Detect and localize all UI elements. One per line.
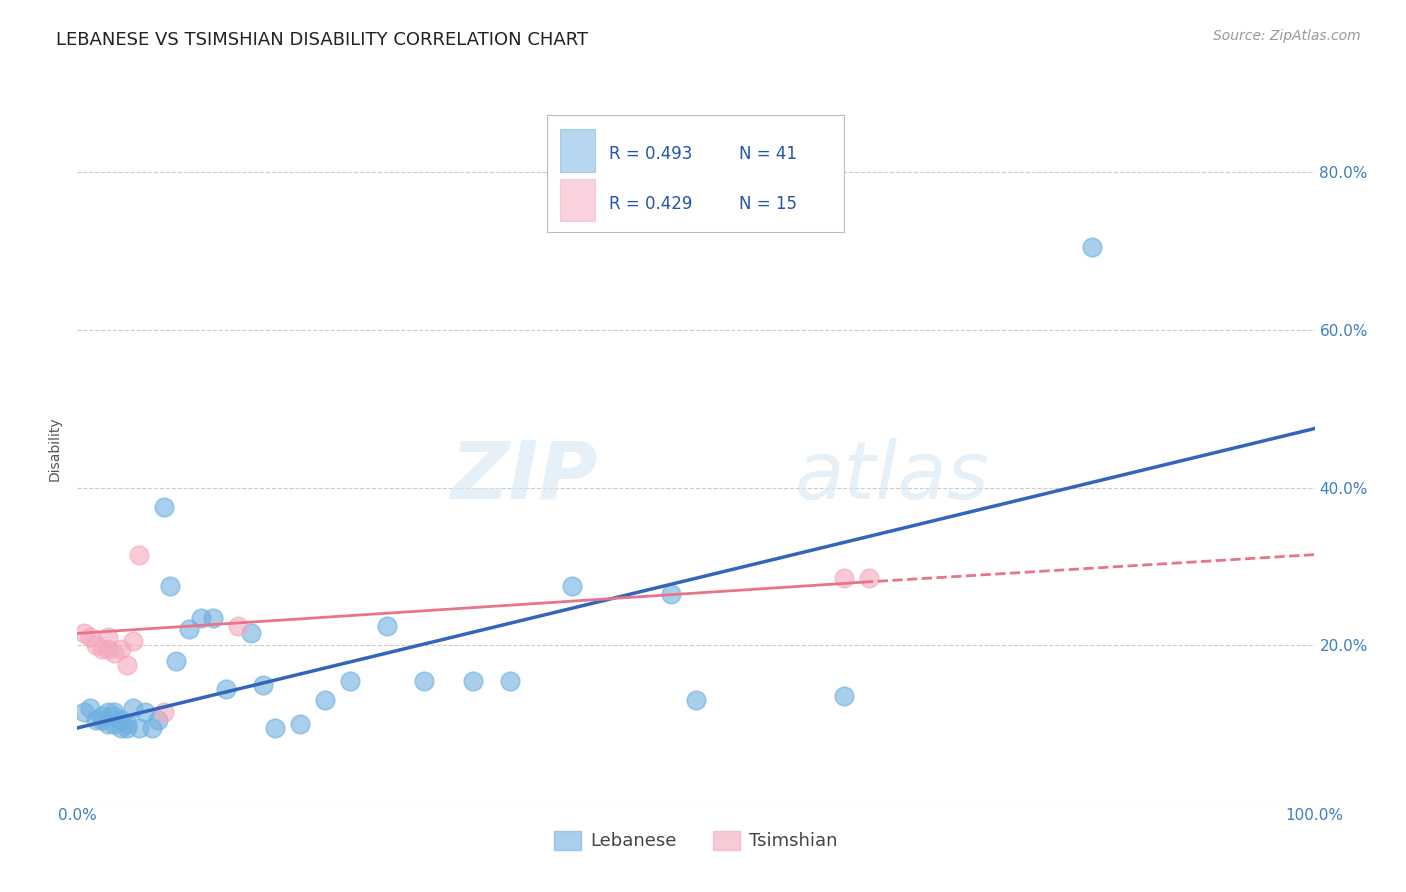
Point [97, 642, 120, 657]
Text: LEBANESE VS TSIMSHIAN DISABILITY CORRELATION CHART: LEBANESE VS TSIMSHIAN DISABILITY CORRELA… [56, 31, 588, 49]
FancyBboxPatch shape [560, 129, 595, 171]
Point [128, 548, 150, 562]
Point [110, 713, 132, 727]
Text: ZIP: ZIP [450, 438, 598, 516]
Point [252, 678, 274, 692]
Point [84, 638, 107, 652]
Point [226, 618, 249, 632]
Text: R = 0.493: R = 0.493 [609, 145, 693, 163]
Point [685, 693, 707, 707]
Point [264, 721, 287, 735]
Point [110, 642, 132, 657]
Point [463, 673, 485, 688]
Point [115, 717, 138, 731]
Point [91, 642, 114, 657]
Point [499, 673, 522, 688]
Point [659, 587, 682, 601]
Point [190, 610, 212, 624]
Point [288, 717, 311, 731]
Point [153, 500, 176, 515]
Point [91, 709, 114, 723]
Point [122, 634, 145, 648]
Point [84, 713, 107, 727]
Point [103, 705, 125, 719]
Point [103, 717, 125, 731]
Point [72, 705, 94, 719]
Point [165, 654, 187, 668]
Legend: Lebanese, Tsimshian: Lebanese, Tsimshian [547, 824, 845, 857]
Point [153, 705, 176, 719]
Text: R = 0.429: R = 0.429 [609, 194, 693, 212]
FancyBboxPatch shape [560, 178, 595, 221]
Point [128, 721, 150, 735]
Text: Source: ZipAtlas.com: Source: ZipAtlas.com [1213, 29, 1361, 43]
Point [103, 709, 125, 723]
Point [375, 618, 398, 632]
Point [215, 681, 238, 696]
Text: N = 15: N = 15 [740, 194, 797, 212]
Point [103, 646, 125, 660]
Point [834, 690, 856, 704]
Point [858, 571, 880, 585]
Point [239, 626, 262, 640]
Point [412, 673, 434, 688]
Point [97, 705, 120, 719]
Point [91, 713, 114, 727]
Point [177, 623, 200, 637]
Text: atlas: atlas [794, 438, 990, 516]
Point [97, 630, 120, 644]
Point [122, 701, 145, 715]
Point [79, 701, 101, 715]
Y-axis label: Disability: Disability [48, 416, 62, 481]
Point [834, 571, 856, 585]
Point [115, 721, 138, 735]
FancyBboxPatch shape [547, 115, 845, 232]
Point [97, 717, 120, 731]
Point [1081, 240, 1104, 254]
Point [134, 705, 156, 719]
Point [561, 579, 583, 593]
Point [146, 713, 169, 727]
Point [141, 721, 163, 735]
Point [72, 626, 94, 640]
Point [339, 673, 361, 688]
Point [79, 630, 101, 644]
Point [314, 693, 336, 707]
Point [110, 721, 132, 735]
Point [159, 579, 181, 593]
Text: N = 41: N = 41 [740, 145, 797, 163]
Point [115, 657, 138, 672]
Point [202, 610, 225, 624]
